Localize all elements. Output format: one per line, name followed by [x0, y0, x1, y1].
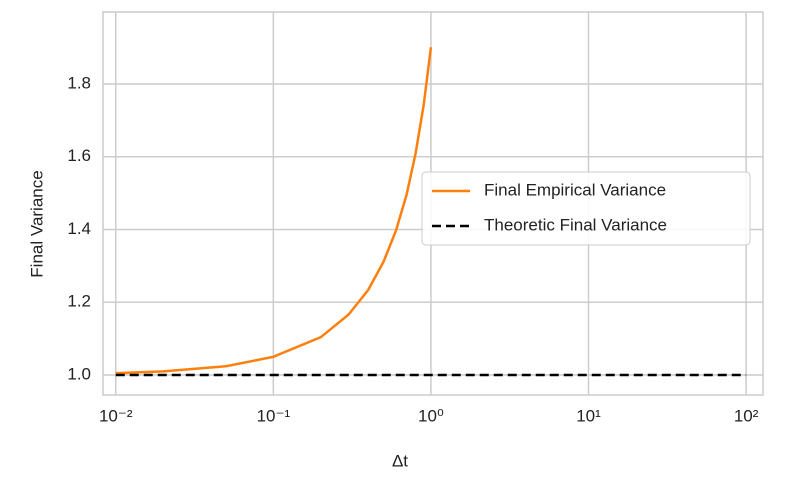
x-tick-label: 10² — [734, 406, 759, 425]
x-tick-label: 10⁻² — [99, 406, 133, 425]
y-tick-label: 1.2 — [67, 292, 91, 311]
x-tick-label: 10¹ — [576, 406, 601, 425]
legend: Final Empirical Variance Theoretic Final … — [421, 171, 751, 246]
y-tick-label: 1.4 — [67, 219, 91, 238]
x-axis-label: Δt — [392, 451, 408, 470]
x-tick-label: 10⁰ — [418, 406, 444, 425]
y-tick-label: 1.6 — [67, 146, 91, 165]
legend-box — [421, 171, 751, 246]
line — [115, 47, 433, 375]
x-tick-label: 10⁻¹ — [257, 406, 291, 425]
legend-label: Final Empirical Variance — [484, 180, 666, 199]
legend-label: Theoretic Final Variance — [484, 215, 667, 234]
y-tick-label: 1.0 — [67, 364, 91, 383]
plot-frame — [102, 11, 764, 396]
y-axis-label: Final Variance — [27, 170, 46, 277]
y-tick-label: 1.8 — [67, 74, 91, 93]
